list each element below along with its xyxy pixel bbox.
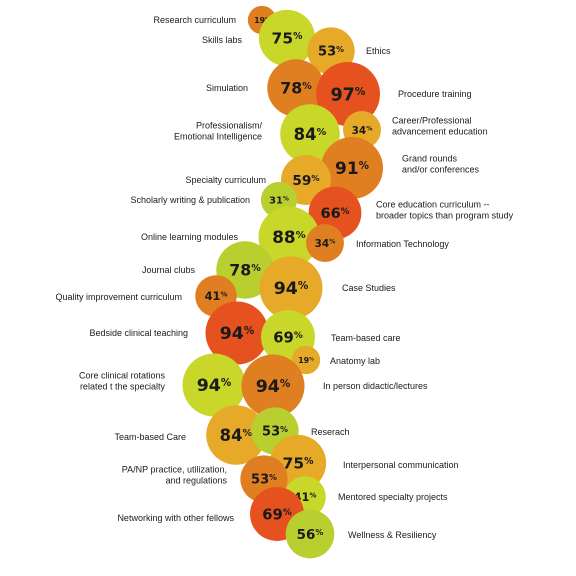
bubble: 94% <box>259 256 323 320</box>
bubble: 84% <box>280 104 340 164</box>
value-label: 19% <box>298 356 314 365</box>
category-label: Core clinical rotations related t the spe… <box>79 371 166 392</box>
category-label: Team-based care <box>331 333 401 343</box>
category-label: Core education curriculum --broader topi… <box>376 200 514 221</box>
value-label: 94% <box>256 377 291 397</box>
bubble-circle <box>267 59 325 117</box>
bubble: 94% <box>205 301 269 365</box>
value-label: 53% <box>251 473 277 488</box>
value-label: 69% <box>273 329 303 346</box>
bubble-circle <box>258 206 320 268</box>
bubble: 56% <box>285 509 335 559</box>
value-label: 94% <box>220 324 255 344</box>
bubble: 34% <box>306 224 344 262</box>
category-label: PA/NP practice, utilization, and regulati… <box>122 465 228 486</box>
category-label: Quality improvement curriculum <box>55 292 182 302</box>
value-label: 91% <box>335 159 369 179</box>
category-label: Simulation <box>206 83 248 93</box>
category-label: Bedside clinical teaching <box>89 328 188 338</box>
category-label: Procedure training <box>398 89 472 99</box>
category-label: Online learning modules <box>141 232 239 242</box>
value-label: 34% <box>352 125 373 137</box>
bubble: 94% <box>241 354 305 418</box>
value-label: 94% <box>274 279 309 299</box>
value-label: 88% <box>272 227 305 247</box>
bubble-layer: 19% 75% 53% 78% 97% 84% 34% 91% 59%31% 66% 88% 34% 7… <box>182 5 383 559</box>
category-label: Specialty curriculum <box>185 175 266 185</box>
bubble: 88% <box>258 206 320 268</box>
category-label: Skills labs <box>202 35 243 45</box>
category-label: Team-based Care <box>114 432 186 442</box>
bubble-circle <box>241 354 305 418</box>
value-label: 84% <box>220 426 253 445</box>
bubble-circle <box>306 224 344 262</box>
bubble-circle <box>182 353 246 417</box>
bubble-circle <box>280 104 340 164</box>
category-label: Reserach <box>311 427 350 437</box>
value-label: 78% <box>229 261 261 280</box>
bubble-circle <box>291 345 321 375</box>
value-label: 94% <box>197 376 232 396</box>
value-label: 69% <box>262 506 292 523</box>
bubble: 84% <box>206 405 266 465</box>
bubble-circle <box>206 405 266 465</box>
value-label: 84% <box>294 125 327 144</box>
value-label: 56% <box>297 528 324 543</box>
bubble-circle <box>205 301 269 365</box>
category-label: Wellness & Resiliency <box>348 530 437 540</box>
category-label: Grand rounds and/or conferences <box>402 154 480 175</box>
category-label: Case Studies <box>342 283 396 293</box>
bubble: 75% <box>258 9 316 67</box>
value-label: 41% <box>205 289 228 303</box>
value-label: 53% <box>318 45 344 60</box>
bubble-circle <box>321 137 383 199</box>
bubble: 19% <box>291 345 321 375</box>
bubble-circle <box>259 256 323 320</box>
value-label: 59% <box>292 173 319 189</box>
value-label: 31% <box>269 196 289 207</box>
label-layer: Research curriculum Skills labs Ethics Simu… <box>55 15 513 540</box>
category-label: In person didactic/lectures <box>323 381 428 391</box>
bubble: 97% <box>316 62 380 126</box>
value-label: 66% <box>321 206 350 222</box>
value-label: 34% <box>315 238 336 250</box>
category-label: Career/Professional advancement education <box>392 116 488 137</box>
category-label: Research curriculum <box>153 15 236 25</box>
category-label: Mentored specialty projects <box>338 492 448 502</box>
category-label: Ethics <box>366 46 391 56</box>
bubble: 94% <box>182 353 246 417</box>
category-label: Information Technology <box>356 239 449 249</box>
category-label: Professionalism/Emotional Intelligence <box>174 121 263 142</box>
value-label: 75% <box>272 30 304 48</box>
category-label: Journal clubs <box>142 265 196 275</box>
bubble-circle <box>316 62 380 126</box>
bubble: 78% <box>267 59 325 117</box>
value-label: 53% <box>262 425 288 440</box>
value-label: 78% <box>280 79 312 98</box>
bubble-circle <box>258 9 316 67</box>
value-label: 75% <box>283 455 315 473</box>
category-label: Scholarly writing & publication <box>130 195 250 205</box>
category-label: Networking with other fellows <box>117 513 234 523</box>
value-label: 97% <box>330 85 365 105</box>
category-label: Interpersonal communication <box>343 460 459 470</box>
bubble: 91% <box>321 137 383 199</box>
category-label: Anatomy lab <box>330 356 380 366</box>
bubble-circle <box>285 509 335 559</box>
